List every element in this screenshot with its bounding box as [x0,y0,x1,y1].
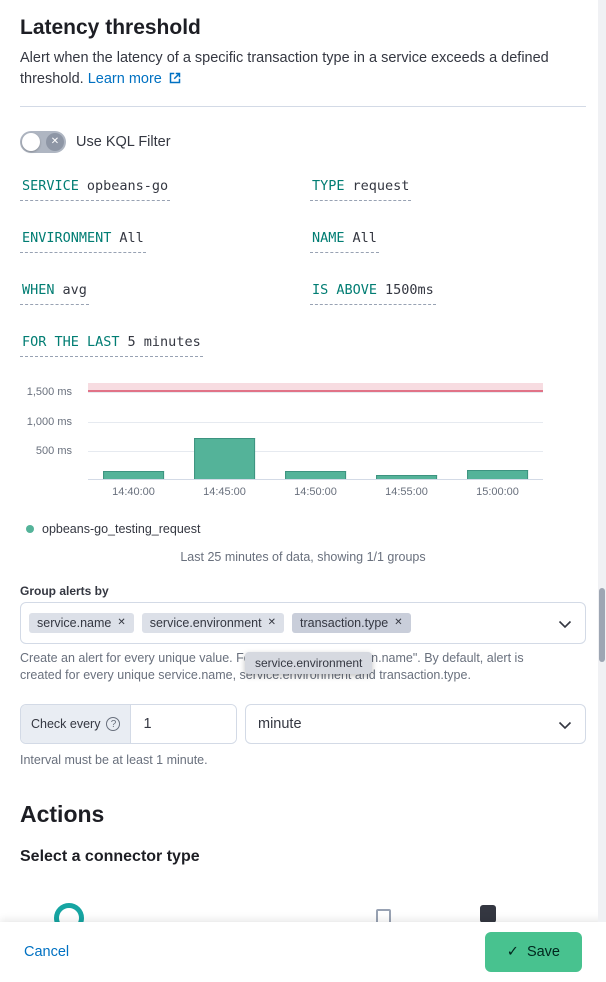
chart-summary: Last 25 minutes of data, showing 1/1 gro… [180,550,426,564]
check-every-field: Check every ? [20,704,237,744]
expression-label: IS ABOVE [312,282,378,298]
chevron-down-icon[interactable] [557,616,573,632]
cancel-button[interactable]: Cancel [24,944,70,960]
flyout-body: Latency threshold Alert when the latency… [20,16,586,922]
remove-pill-icon[interactable]: ✕ [117,617,126,628]
x-axis-tick: 14:50:00 [294,486,337,498]
chart-y-axis: 500 ms 1,000 ms 1,500 ms [20,383,80,480]
legend-series-label: opbeans-go_testing_request [42,522,201,536]
chevron-down-icon [558,721,572,730]
expression-type[interactable]: TYPE request [310,177,412,201]
group-by-combobox[interactable]: service.name ✕ service.environment ✕ tra… [20,602,586,644]
external-link-icon [169,72,181,84]
expression-label: SERVICE [22,178,79,194]
connector-icon[interactable] [480,905,496,922]
check-every-label: Check every [31,717,101,731]
chart-plot-area [88,383,543,480]
x-axis-tick: 15:00:00 [476,486,519,498]
expression-label: NAME [312,230,345,246]
expression-for-the-last[interactable]: FOR THE LAST 5 minutes [20,333,203,357]
interval-unit-select[interactable]: minute [245,704,586,744]
latency-preview-chart: 500 ms 1,000 ms 1,500 ms 14:40:00 14:45:00 1… [20,383,586,508]
expression-value: 5 minutes [127,334,201,350]
group-by-pill-service-name[interactable]: service.name ✕ [29,613,134,633]
flyout-footer: Cancel ✓ Save [0,922,606,982]
y-axis-tick: 1,000 ms [26,415,72,428]
expression-value: avg [62,282,87,298]
group-by-pill-service-environment[interactable]: service.environment ✕ [141,613,284,633]
connector-icon[interactable] [54,903,84,922]
chart-bar [102,471,165,479]
check-interval-row: Check every ? minute [20,704,586,744]
chart-bar [375,474,438,479]
description-text: Alert when the latency of a specific tra… [20,50,549,87]
expression-value: All [119,230,144,246]
x-axis-tick: 14:40:00 [112,486,155,498]
y-axis-tick: 500 ms [35,444,72,457]
expression-service[interactable]: SERVICE opbeans-go [20,177,171,201]
pill-label: service.name [37,616,112,630]
pill-label: service.environment [149,616,262,630]
scrollbar-track[interactable] [598,0,606,922]
description: Alert when the latency of a specific tra… [20,48,576,90]
divider [20,106,586,107]
toggle-thumb [22,133,40,151]
pill-label: transaction.type [299,616,389,630]
expression-name[interactable]: NAME All [310,229,379,253]
gridline [88,450,543,452]
expression-is-above[interactable]: IS ABOVE 1500ms [310,281,436,305]
kql-filter-row: ✕ Use KQL Filter [20,131,586,153]
drag-tooltip: service.environment [245,652,373,674]
expression-environment[interactable]: ENVIRONMENT All [20,229,146,253]
interval-unit-value: minute [258,716,302,732]
scrollbar-thumb[interactable] [599,588,605,662]
legend-dot-icon [26,525,34,533]
expression-value: 1500ms [385,282,434,298]
kql-filter-toggle[interactable]: ✕ [20,131,66,153]
expression-value: opbeans-go [86,178,169,194]
learn-more-label: Learn more [87,71,162,87]
help-circle-icon[interactable]: ? [106,717,121,731]
y-axis-tick: 1,500 ms [26,386,72,399]
gridline [88,421,543,423]
toggle-off-icon: ✕ [46,133,64,151]
check-every-prepend: Check every ? [21,705,132,743]
threshold-band [88,383,543,393]
interval-value-input[interactable] [131,705,236,743]
expression-value: request [352,178,410,194]
learn-more-link[interactable]: Learn more [88,71,181,87]
expression-label: FOR THE LAST [22,334,120,350]
expression-when[interactable]: WHEN avg [20,281,89,305]
connector-icon[interactable] [376,909,391,922]
expression-label: TYPE [312,178,345,194]
connector-type-heading: Select a connector type [20,848,200,865]
chart-bar [193,437,256,479]
expression-label: ENVIRONMENT [22,230,112,246]
chart-bar [284,471,347,479]
expression-label: WHEN [22,282,55,298]
check-icon: ✓ [506,944,519,960]
remove-pill-icon[interactable]: ✕ [267,617,276,628]
gridline [88,392,543,394]
chart-legend: opbeans-go_testing_request [26,522,586,536]
kql-filter-label: Use KQL Filter [76,134,171,150]
page-title: Latency threshold [20,16,201,39]
group-by-help-wrap: Create an alert for every unique value. … [20,650,586,684]
x-axis-tick: 14:55:00 [385,486,428,498]
chart-bar [466,470,529,479]
save-button[interactable]: ✓ Save [484,932,582,972]
expression-value: All [352,230,377,246]
remove-pill-icon[interactable]: ✕ [394,617,403,628]
expression-grid: SERVICE opbeans-go TYPE request ENVIRONMEN… [20,177,586,357]
actions-heading: Actions [20,801,105,827]
x-axis-tick: 14:45:00 [203,486,246,498]
save-label: Save [526,944,560,960]
group-alerts-by-label: Group alerts by [20,584,109,598]
group-by-pill-transaction-type[interactable]: transaction.type ✕ [291,613,411,633]
connector-type-grid [20,899,586,922]
interval-help-text: Interval must be at least 1 minute. [20,753,208,767]
chart-x-axis: 14:40:00 14:45:00 14:50:00 14:55:00 15:00:00 [88,486,543,502]
